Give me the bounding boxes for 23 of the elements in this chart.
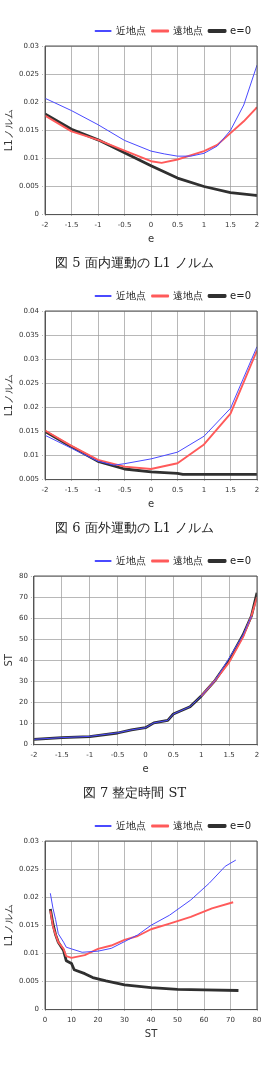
legend-label: 近地点 [116, 554, 147, 566]
legend-label: 遠地点 [173, 24, 204, 36]
legend-label: 遠地点 [173, 819, 204, 831]
y-axis-title: L1ノルム [2, 904, 14, 947]
x-axis-title: e [147, 232, 155, 244]
legend-label: 近地点 [116, 289, 147, 301]
x-axis-title: ST [144, 1027, 159, 1039]
caption: 図 6 面外運動の L1 ノルム [54, 519, 215, 537]
x-axis-title: e [147, 497, 155, 509]
legend-label: e=0 [230, 24, 252, 36]
legend-label: e=0 [230, 819, 252, 831]
caption: 図 5 面内運動の L1 ノルム [54, 254, 215, 272]
y-axis-title: ST [2, 653, 14, 667]
caption: 図 7 整定時間 ST [81, 784, 188, 802]
legend-label: 近地点 [116, 24, 147, 36]
legend-label: 近地点 [116, 819, 147, 831]
x-axis-title: e [142, 762, 149, 774]
y-axis-title: L1ノルム [2, 374, 14, 417]
legend-label: 遠地点 [173, 289, 204, 301]
y-axis-title: L1ノルム [2, 109, 14, 152]
legend-label: e=0 [230, 554, 252, 566]
legend-label: 遠地点 [173, 554, 204, 566]
legend-label: e=0 [230, 289, 252, 301]
